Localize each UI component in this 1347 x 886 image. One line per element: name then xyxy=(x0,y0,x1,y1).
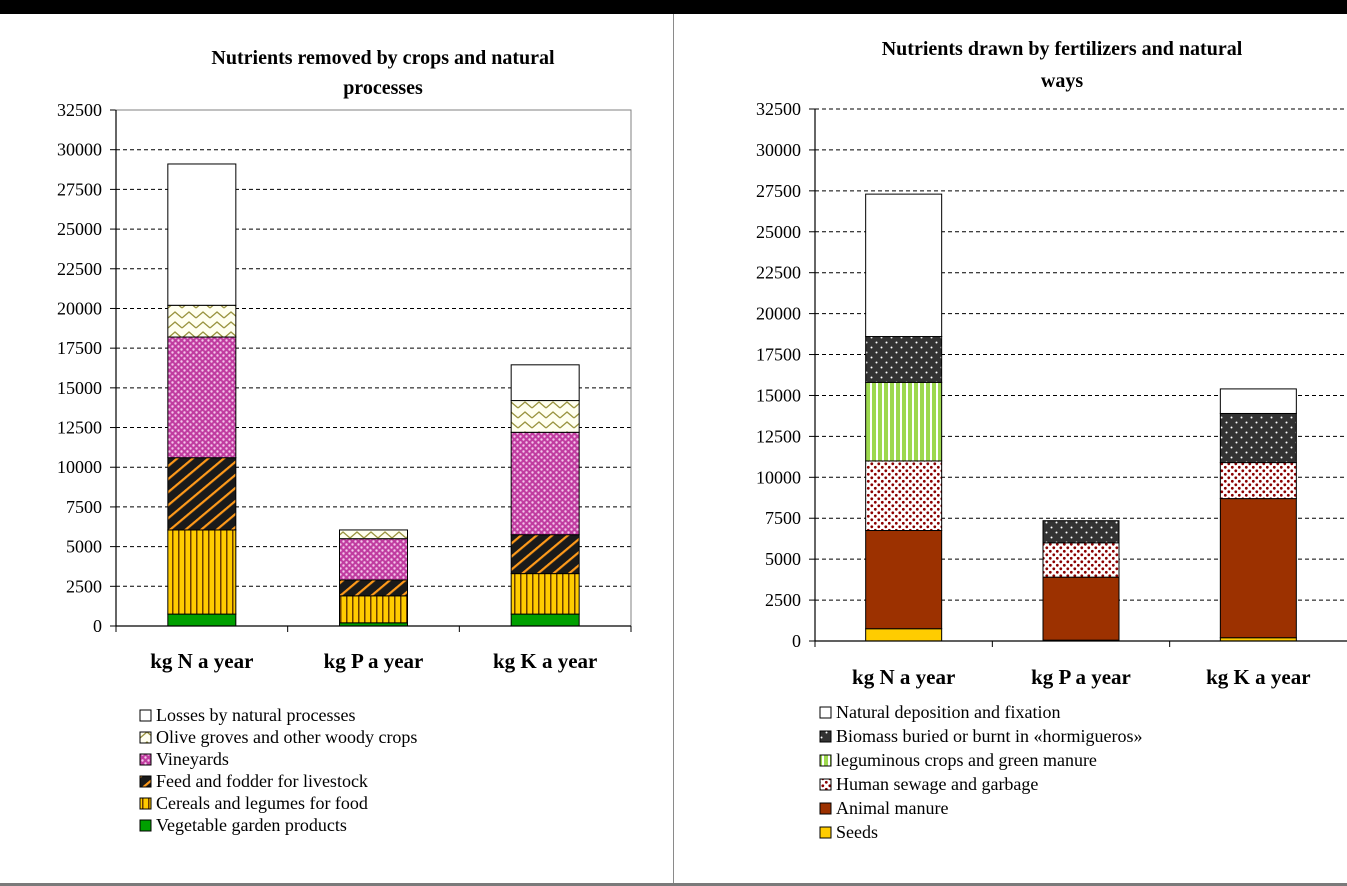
chart-crops-removed: Nutrients removed by crops and natural p… xyxy=(57,47,632,835)
legend-swatch xyxy=(139,819,152,832)
legend-swatch xyxy=(819,778,832,791)
legend-label: Animal manure xyxy=(836,798,948,818)
bar-segment xyxy=(865,628,943,642)
legend-label: Seeds xyxy=(836,822,878,842)
legend-label: Natural deposition and fixation xyxy=(836,702,1060,722)
y-tick-label: 0 xyxy=(792,631,801,651)
legend-swatch xyxy=(139,797,152,810)
legend-swatch xyxy=(819,802,832,815)
legend-label: Human sewage and garbage xyxy=(836,774,1038,794)
y-tick-label: 5000 xyxy=(66,537,102,557)
bar-segment xyxy=(167,304,237,338)
legend-label: Biomass buried or burnt in «hormigueros» xyxy=(836,726,1142,746)
legend-swatch xyxy=(139,775,152,788)
y-tick-label: 2500 xyxy=(66,576,102,596)
x-category-label: kg K a year xyxy=(493,649,597,673)
legend-label: Losses by natural processes xyxy=(156,705,355,725)
y-tick-label: 12500 xyxy=(756,426,801,446)
y-tick-label: 0 xyxy=(93,616,102,636)
bar-segment xyxy=(1219,412,1297,464)
y-tick-label: 2500 xyxy=(765,590,801,610)
bar-segment xyxy=(167,457,237,531)
bar-segment xyxy=(1219,498,1297,639)
legend-label: Olive groves and other woody crops xyxy=(156,727,417,747)
y-tick-label: 22500 xyxy=(57,259,102,279)
y-tick-label: 20000 xyxy=(57,298,102,318)
chart-title-line-1: Nutrients drawn by fertilizers and natur… xyxy=(882,38,1243,60)
x-category-label: kg P a year xyxy=(324,649,424,673)
y-tick-label: 7500 xyxy=(765,508,801,528)
bar-segment xyxy=(865,381,943,462)
bar-segment xyxy=(510,431,580,536)
chart-title-line-1: Nutrients removed by crops and natural xyxy=(211,47,555,69)
x-category-label: kg K a year xyxy=(1206,665,1310,689)
y-tick-label: 7500 xyxy=(66,497,102,517)
y-tick-label: 30000 xyxy=(57,140,102,160)
bar-segment xyxy=(865,530,943,630)
x-category-label: kg N a year xyxy=(150,649,253,673)
bar-segment xyxy=(1042,576,1120,641)
y-tick-label: 17500 xyxy=(756,345,801,365)
bar-segment xyxy=(339,538,408,581)
y-tick-label: 25000 xyxy=(57,219,102,239)
legend-label: leguminous crops and green manure xyxy=(836,750,1097,770)
bar-segment xyxy=(339,595,408,624)
y-tick-label: 27500 xyxy=(756,181,801,201)
y-tick-label: 17500 xyxy=(57,338,102,358)
bar-segment xyxy=(167,336,237,459)
chart-title-line-2: ways xyxy=(1041,70,1083,92)
top-border xyxy=(0,0,1347,14)
legend-swatch xyxy=(819,706,832,719)
legend-swatch xyxy=(819,826,832,839)
x-category-label: kg P a year xyxy=(1031,665,1131,689)
bar-segment xyxy=(167,529,237,615)
bar-segment xyxy=(1042,520,1120,544)
bar-segment xyxy=(1219,388,1297,414)
legend-swatch xyxy=(139,731,152,744)
bar-segment xyxy=(1042,542,1120,578)
chart-fertilizers-drawn: Nutrients drawn by fertilizers and natur… xyxy=(756,38,1347,842)
y-tick-label: 22500 xyxy=(756,263,801,283)
bar-segment xyxy=(167,163,237,306)
y-tick-label: 15000 xyxy=(57,378,102,398)
bar-segment xyxy=(865,193,943,338)
x-category-label: kg N a year xyxy=(852,665,955,689)
bar-segment xyxy=(167,613,237,627)
bottom-border xyxy=(0,883,1347,886)
y-tick-label: 27500 xyxy=(57,179,102,199)
bar-segment xyxy=(510,400,580,433)
y-tick-label: 32500 xyxy=(57,100,102,120)
y-tick-label: 12500 xyxy=(57,418,102,438)
legend-label: Feed and fodder for livestock xyxy=(156,771,368,791)
y-tick-label: 20000 xyxy=(756,304,801,324)
y-tick-label: 5000 xyxy=(765,549,801,569)
chart-title-line-2: processes xyxy=(343,77,423,99)
y-tick-label: 30000 xyxy=(756,140,801,160)
y-tick-label: 10000 xyxy=(756,467,801,487)
legend-swatch xyxy=(819,754,832,767)
y-tick-label: 25000 xyxy=(756,222,801,242)
y-tick-label: 32500 xyxy=(756,99,801,119)
bar-segment xyxy=(339,579,408,597)
legend-swatch xyxy=(819,730,832,743)
legend-label: Vineyards xyxy=(156,749,229,769)
legend-swatch xyxy=(139,709,152,722)
legend-label: Vegetable garden products xyxy=(156,815,347,835)
bar-segment xyxy=(510,364,580,402)
legend-label: Cereals and legumes for food xyxy=(156,793,368,813)
bar-segment xyxy=(510,573,580,615)
bar-segment xyxy=(865,336,943,383)
bar-segment xyxy=(339,529,408,540)
bar-segment xyxy=(865,460,943,532)
y-tick-label: 10000 xyxy=(57,457,102,477)
panel-divider xyxy=(673,14,674,886)
bar-segment xyxy=(510,534,580,575)
y-tick-label: 15000 xyxy=(756,385,801,405)
bar-segment xyxy=(510,613,580,627)
bar-segment xyxy=(1219,462,1297,500)
legend-swatch xyxy=(139,753,152,766)
